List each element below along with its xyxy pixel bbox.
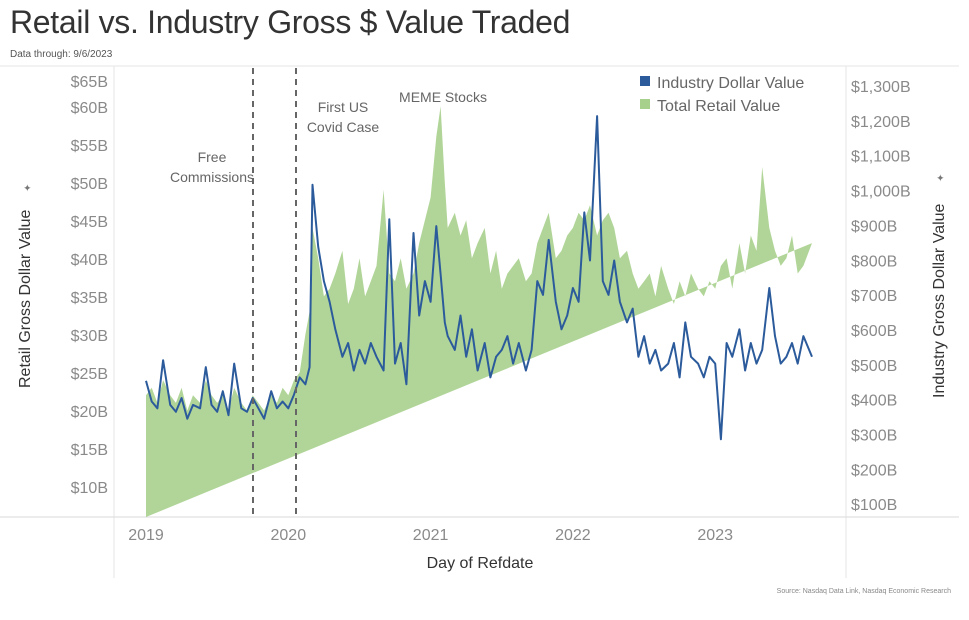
y-right-tick-label: $400B: [851, 393, 897, 410]
annotation-label: Free: [198, 149, 227, 165]
y-left-axis-title: Retail Gross Dollar Value: [17, 209, 34, 388]
y-right-tick-label: $900B: [851, 218, 897, 235]
y-left-tick-label: $55B: [71, 138, 108, 155]
chart-title: Retail vs. Industry Gross $ Value Traded: [10, 4, 571, 40]
legend-label-retail: Total Retail Value: [657, 98, 780, 115]
y-right-ticks: $1,300B $1,200B $1,100B $1,000B $900B $800B $7…: [851, 79, 911, 514]
legend-item-retail[interactable]: Total Retail Value: [640, 98, 780, 115]
y-right-tick-label: $300B: [851, 428, 897, 445]
y-left-tick-label: $60B: [71, 100, 108, 117]
x-tick-label: 2023: [697, 527, 733, 544]
y-right-axis-title-star: ✦: [936, 174, 947, 182]
y-left-tick-label: $40B: [71, 252, 108, 269]
x-ticks: 2019 2020 2021 2022 2023: [128, 527, 733, 544]
y-right-tick-label: $1,200B: [851, 114, 911, 131]
y-right-tick-label: $1,300B: [851, 79, 911, 96]
retail-area: [146, 106, 812, 517]
y-right-tick-label: $700B: [851, 288, 897, 305]
y-left-ticks: $65B $60B $55B $50B $45B $40B $35B $30B $25B $20B…: [71, 74, 108, 497]
annotation-label: First US: [318, 99, 369, 115]
y-right-tick-label: $800B: [851, 253, 897, 270]
legend-label-industry: Industry Dollar Value: [657, 75, 804, 92]
y-left-tick-label: $35B: [71, 290, 108, 307]
x-axis-title: Day of Refdate: [427, 555, 534, 572]
y-right-tick-label: $500B: [851, 358, 897, 375]
y-left-tick-label: $15B: [71, 442, 108, 459]
y-right-tick-label: $100B: [851, 497, 897, 514]
y-left-tick-label: $45B: [71, 214, 108, 231]
y-left-tick-label: $25B: [71, 366, 108, 383]
retail-area-layer: [146, 106, 812, 517]
y-right-tick-label: $1,000B: [851, 184, 911, 201]
annotation-layer: Free Commissions First US Covid Case MEME St…: [170, 68, 487, 517]
y-left-axis-title-star: ✦: [23, 184, 34, 192]
source-note: Source: Nasdaq Data Link, Nasdaq Economi…: [776, 588, 951, 595]
x-tick-label: 2022: [555, 527, 591, 544]
legend-item-industry[interactable]: Industry Dollar Value: [640, 75, 804, 92]
y-right-tick-label: $600B: [851, 323, 897, 340]
legend-swatch-industry: [640, 76, 650, 86]
x-tick-label: 2021: [413, 527, 449, 544]
y-right-axis-title: Industry Gross Dollar Value: [931, 203, 948, 398]
y-left-tick-label: $20B: [71, 404, 108, 421]
y-left-tick-label: $65B: [71, 74, 108, 91]
y-left-tick-label: $30B: [71, 328, 108, 345]
industry-line: [145, 115, 813, 441]
legend-swatch-retail: [640, 99, 650, 109]
y-left-tick-label: $50B: [71, 176, 108, 193]
chart-subtitle: Data through: 9/6/2023: [10, 49, 113, 60]
annotation-label: Covid Case: [307, 119, 380, 135]
y-right-tick-label: $200B: [851, 462, 897, 479]
y-right-tick-label: $1,100B: [851, 149, 911, 166]
x-tick-label: 2020: [271, 527, 307, 544]
legend: Industry Dollar Value Total Retail Value: [640, 75, 804, 115]
y-left-tick-label: $10B: [71, 480, 108, 497]
annotation-label: MEME Stocks: [399, 89, 487, 105]
industry-line-layer: [145, 115, 813, 441]
annotation-label: Commissions: [170, 169, 254, 185]
x-tick-label: 2019: [128, 527, 164, 544]
